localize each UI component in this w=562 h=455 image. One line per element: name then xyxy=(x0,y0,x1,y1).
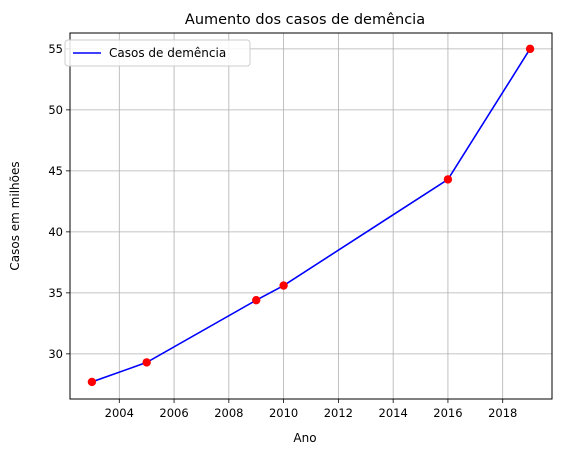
x-axis-label: Ano xyxy=(293,431,316,445)
data-point xyxy=(252,295,261,305)
x-tick-label: 2006 xyxy=(159,406,188,420)
data-point xyxy=(87,377,97,387)
tick-labels: 2004 2006 2008 2010 2012 2014 2016 2018 30 35 40 45… xyxy=(48,42,517,420)
data-point xyxy=(525,44,535,54)
x-tick-label: 2014 xyxy=(379,406,408,420)
x-tick-label: 2018 xyxy=(488,406,517,420)
grid xyxy=(70,33,552,399)
plot-series xyxy=(87,44,535,387)
x-tick-label: 2004 xyxy=(105,406,134,420)
y-tick-label: 40 xyxy=(48,225,63,239)
tick-marks xyxy=(66,48,504,403)
y-tick-label: 45 xyxy=(48,164,63,178)
legend-label: Casos de demência xyxy=(109,46,226,60)
y-tick-label: 55 xyxy=(48,42,63,56)
y-tick-label: 30 xyxy=(48,347,63,361)
y-tick-label: 50 xyxy=(48,103,63,117)
plot-frame xyxy=(69,32,553,400)
x-tick-label: 2010 xyxy=(269,406,298,420)
x-tick-label: 2008 xyxy=(214,406,243,420)
y-tick-label: 35 xyxy=(48,286,63,300)
data-point xyxy=(142,358,151,367)
x-tick-label: 2016 xyxy=(433,406,462,420)
chart-title: Aumento dos casos de demência xyxy=(185,12,425,28)
series-line xyxy=(91,48,531,383)
data-point xyxy=(443,175,453,184)
y-axis-label: Casos em milhões xyxy=(8,161,22,270)
x-tick-label: 2012 xyxy=(324,406,353,420)
data-point xyxy=(279,281,288,290)
legend: Casos de demência xyxy=(64,39,251,67)
legend-box xyxy=(64,39,251,67)
